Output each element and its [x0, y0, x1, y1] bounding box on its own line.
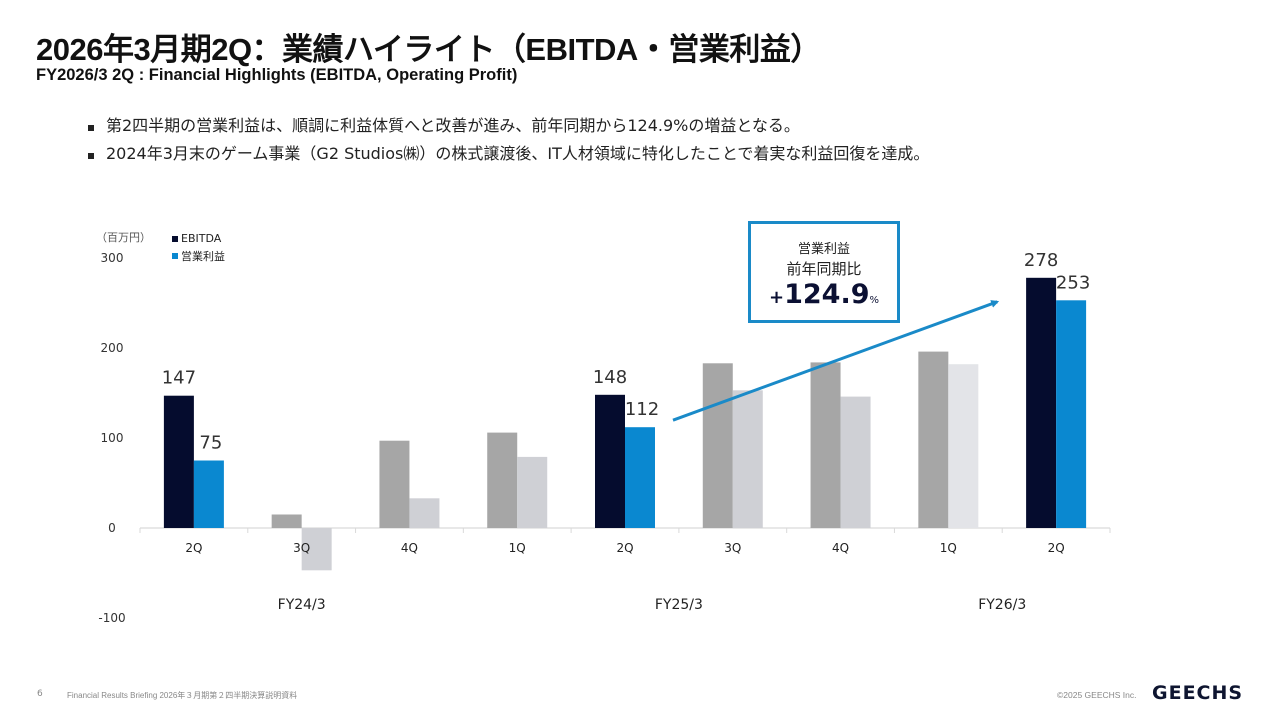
bar-operating-profit — [840, 396, 871, 528]
page-subtitle: FY2026/3 2Q : Financial Highlights (EBIT… — [36, 66, 518, 84]
bar-ebitda — [163, 395, 194, 528]
bar-operating-profit — [625, 427, 655, 528]
x-tick-label: 1Q — [940, 541, 957, 555]
bar-operating-profit — [732, 390, 763, 528]
bar-operating-profit — [517, 456, 548, 528]
data-label: 75 — [199, 433, 222, 454]
y-tick-label: 200 — [101, 341, 124, 355]
bar-ebitda — [595, 394, 625, 528]
bullet-item: 第2四半期の営業利益は、順調に利益体質へと改善が進み、前年同期から124.9%の… — [88, 112, 929, 140]
callout-label: 営業利益 — [797, 242, 850, 257]
bullet-text: 2024年3月末のゲーム事業（G2 Studios㈱）の株式譲渡後、IT人材領域… — [106, 144, 930, 163]
legend-item-ebitda: EBITDA — [172, 230, 225, 247]
bar-operating-profit — [193, 460, 224, 528]
unit-label: （百万円） — [96, 231, 151, 244]
bullet-square-icon — [88, 153, 94, 159]
y-tick-label: -100 — [98, 611, 125, 625]
x-tick-label: 1Q — [509, 541, 526, 555]
bullet-square-icon — [88, 125, 94, 131]
bar-ebitda — [918, 351, 949, 528]
page-number: 6 — [37, 689, 43, 699]
x-tick-label: 2Q — [1048, 541, 1065, 555]
y-tick-label: 300 — [101, 251, 124, 265]
bar-operating-profit — [301, 528, 332, 571]
company-logo: GEECHS — [1152, 682, 1244, 704]
x-tick-label: 4Q — [832, 541, 849, 555]
page-title: 2026年3月期2Q：業績ハイライト（EBITDA・営業利益） — [36, 32, 821, 67]
legend-label: 営業利益 — [181, 249, 225, 263]
legend-label: EBITDA — [181, 232, 222, 245]
fiscal-year-label: FY25/3 — [655, 597, 703, 613]
bar-operating-profit — [1056, 300, 1087, 528]
data-label: 147 — [162, 368, 196, 389]
highlight-bullets: 第2四半期の営業利益は、順調に利益体質へと改善が進み、前年同期から124.9%の… — [88, 112, 929, 168]
yoy-growth-callout: 営業利益 前年同期比 +124.9% — [748, 221, 900, 323]
bar-ebitda — [1026, 277, 1057, 528]
x-tick-label: 4Q — [401, 541, 418, 555]
bar-operating-profit — [948, 364, 979, 528]
bar-ebitda — [271, 514, 302, 528]
y-tick-label: 0 — [108, 521, 116, 535]
callout-number: 124.9 — [784, 279, 870, 310]
x-tick-label: 3Q — [724, 541, 741, 555]
data-label: 278 — [1024, 250, 1058, 271]
bar-ebitda — [810, 362, 841, 528]
x-tick-label: 2Q — [616, 541, 633, 555]
legend-item-operating-profit: 営業利益 — [172, 247, 225, 264]
bullet-text: 第2四半期の営業利益は、順調に利益体質へと改善が進み、前年同期から124.9%の… — [106, 116, 800, 135]
callout-sublabel: 前年同期比 — [786, 260, 862, 278]
data-label: 112 — [625, 399, 659, 420]
legend-swatch-operating-profit — [172, 252, 178, 259]
fiscal-year-label: FY26/3 — [978, 597, 1026, 613]
bar-ebitda — [379, 440, 410, 528]
x-tick-label: 2Q — [185, 541, 202, 555]
growth-arrow — [672, 300, 1000, 422]
copyright: ©2025 GEECHS Inc. — [1057, 690, 1137, 700]
chart-legend: EBITDA 営業利益 — [172, 230, 225, 264]
footer-doc-title: Financial Results Briefing 2026年３月期第２四半期… — [67, 691, 298, 700]
x-tick-label: 3Q — [293, 541, 310, 555]
bar-ebitda — [487, 432, 518, 528]
callout-value: +124.9% — [751, 279, 897, 310]
legend-swatch-ebitda — [172, 235, 178, 242]
data-label: 253 — [1056, 272, 1090, 293]
bar-operating-profit — [409, 498, 440, 528]
data-label: 148 — [593, 367, 627, 388]
bullet-item: 2024年3月末のゲーム事業（G2 Studios㈱）の株式譲渡後、IT人材領域… — [88, 140, 929, 168]
bar-ebitda — [702, 363, 733, 528]
fiscal-year-label: FY24/3 — [278, 597, 326, 613]
callout-unit: % — [869, 295, 879, 306]
y-tick-label: 100 — [101, 431, 124, 445]
callout-sign: + — [768, 287, 785, 308]
